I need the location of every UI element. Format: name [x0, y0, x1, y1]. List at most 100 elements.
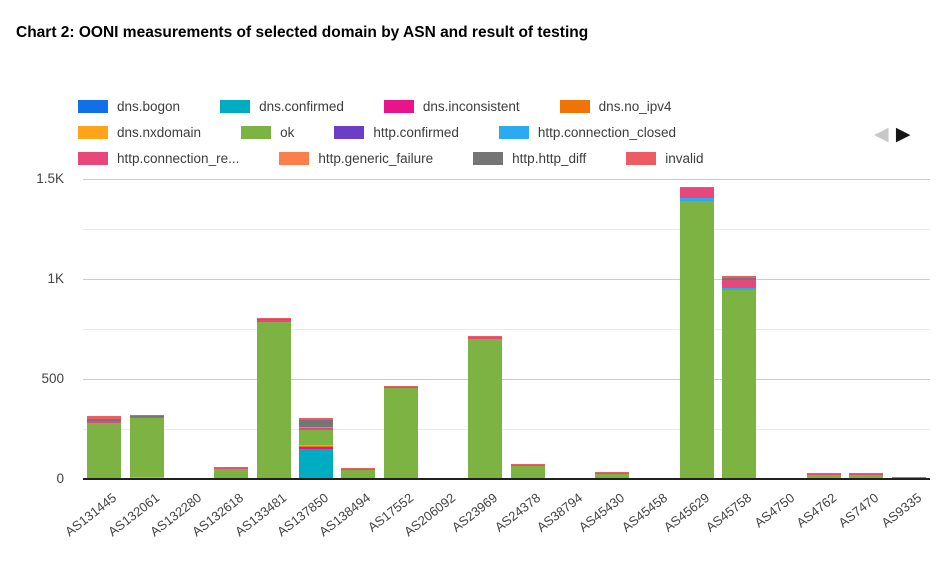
- bar-segment-http.connection_re...-AS24378[interactable]: [510, 465, 545, 466]
- bar-segment-ok-AS7470[interactable]: [849, 475, 884, 479]
- legend-swatch-icon: [78, 99, 108, 113]
- legend-label: http.connection_re...: [117, 150, 240, 166]
- bar-segment-invalid-AS9335[interactable]: [891, 477, 926, 478]
- bar-segment-dns.inconsistent-AS137850[interactable]: [298, 447, 333, 449]
- legend-next-icon[interactable]: ▶: [895, 124, 911, 145]
- legend-item-ok: ok: [241, 125, 294, 140]
- legend-swatch-icon: [279, 151, 310, 165]
- bar-segment-ok-AS131445[interactable]: [87, 423, 122, 479]
- bar-segment-invalid-AS132061[interactable]: [129, 415, 164, 416]
- bar-segment-invalid-AS45629[interactable]: [680, 187, 715, 188]
- bar-segment-http.connection_re...-AS138494[interactable]: [341, 469, 376, 470]
- major-gridline: [83, 179, 930, 180]
- bar-segment-http.connection_re...-AS132618[interactable]: [214, 467, 249, 469]
- bar-segment-http.connection_re...-AS4762[interactable]: [807, 473, 842, 475]
- bar-segment-dns.no_ipv4-AS137850[interactable]: [298, 445, 333, 448]
- legend-label: dns.bogon: [117, 98, 181, 114]
- legend-swatch-icon: [383, 99, 414, 113]
- legend-swatch-icon: [473, 151, 504, 165]
- legend-row: dns.bogon dns.confirmed dns.inconsistent dn…: [78, 97, 744, 115]
- bar-segment-ok-AS17552[interactable]: [383, 388, 418, 479]
- bar-segment-invalid-AS7470[interactable]: [849, 473, 884, 475]
- bar-segment-ok-AS132061[interactable]: [129, 418, 164, 477]
- page-title: Chart 2: OONI measurements of selected d…: [16, 24, 589, 41]
- legend-label: http.confirmed: [373, 124, 459, 140]
- bar-segment-invalid-AS23969[interactable]: [468, 336, 503, 338]
- x-tick-label-AS45758: AS45758: [703, 490, 755, 535]
- bar-segment-http.http_diff-AS137850[interactable]: [298, 419, 333, 427]
- x-tick-label-AS24378: AS24378: [491, 490, 543, 535]
- bar-segment-invalid-AS17552[interactable]: [383, 386, 418, 387]
- bar-segment-http.http_diff-AS138494[interactable]: [341, 468, 376, 469]
- bar-segment-ok-AS45430[interactable]: [595, 473, 630, 479]
- bar-segment-http.http_diff-AS133481[interactable]: [256, 319, 291, 320]
- bar-segment-invalid-AS24378[interactable]: [510, 464, 545, 465]
- legend-item-dns.no_ipv4: dns.no_ipv4: [559, 99, 671, 114]
- y-tick-label: 0: [56, 471, 64, 486]
- bar-segment-ok-AS132618[interactable]: [214, 468, 249, 479]
- legend-item-http.generic_failure: http.generic_failure: [279, 151, 433, 166]
- bar-segment-ok-AS45758[interactable]: [722, 290, 757, 479]
- bar-segment-http.connection_closed-AS45758[interactable]: [722, 288, 757, 290]
- bar-segment-http.connection_re...-AS45758[interactable]: [722, 280, 757, 288]
- legend-item-dns.nxdomain: dns.nxdomain: [78, 125, 201, 140]
- legend-swatch-icon: [241, 125, 272, 139]
- bar-segment-invalid-AS132618[interactable]: [214, 467, 249, 468]
- legend-swatch-icon: [498, 125, 529, 139]
- bar-segment-ok-AS4762[interactable]: [807, 474, 842, 479]
- y-tick-label: 1K: [47, 271, 64, 286]
- bar-segment-http.connection_re...-AS131445[interactable]: [87, 420, 122, 423]
- bar-segment-http.connection_re...-AS23969[interactable]: [468, 337, 503, 339]
- bar-segment-http.connection_re...-AS133481[interactable]: [256, 320, 291, 322]
- bar-segment-dns.nxdomain-AS137850[interactable]: [298, 444, 333, 446]
- legend-label: dns.inconsistent: [422, 98, 520, 114]
- bar-segment-http.connection_re...-AS45430[interactable]: [595, 472, 630, 474]
- bar-segment-invalid-AS45430[interactable]: [595, 472, 630, 473]
- bar-segment-http.http_diff-AS45758[interactable]: [722, 278, 757, 280]
- legend-swatch-icon: [78, 151, 108, 165]
- x-axis-labels: AS131445 AS132061 AS132280 AS132618 AS133481…: [62, 486, 930, 556]
- legend-label: http.connection_closed: [537, 124, 676, 140]
- x-tick-label-AS45430: AS45430: [576, 490, 628, 535]
- x-tick-label-AS9335: AS9335: [878, 490, 925, 531]
- legend-item-http.connection_re...: http.connection_re...: [78, 151, 239, 166]
- legend-swatch-icon: [626, 151, 657, 165]
- x-tick-label-AS7470: AS7470: [836, 490, 882, 531]
- minor-gridline: [83, 329, 930, 330]
- legend-item-http.connection_closed: http.connection_closed: [498, 124, 676, 140]
- bar-segment-http.connection_re...-AS137850[interactable]: [298, 427, 333, 430]
- bar-segment-http.connection_re...-AS132061[interactable]: [129, 417, 164, 418]
- chart-legend: dns.bogon dns.confirmed dns.inconsistent dn…: [78, 97, 744, 175]
- legend-item-http.confirmed: http.confirmed: [334, 125, 459, 140]
- y-tick-label: 1.5K: [36, 171, 64, 186]
- legend-swatch-icon: [559, 99, 590, 113]
- bar-segment-http.connection_re...-AS7470[interactable]: [849, 474, 884, 476]
- bar-segment-ok-AS133481[interactable]: [256, 322, 291, 479]
- bar-segment-invalid-AS131445[interactable]: [87, 416, 122, 419]
- bar-segment-http.http_diff-AS132061[interactable]: [129, 416, 164, 417]
- bar-segment-invalid-AS4762[interactable]: [807, 472, 842, 474]
- legend-label: http.http_diff: [512, 150, 587, 166]
- major-gridline: [83, 379, 930, 380]
- x-tick-label-AS4750: AS4750: [751, 490, 798, 531]
- plot-area: [83, 159, 930, 480]
- legend-swatch-icon: [78, 125, 108, 139]
- bar-segment-http.connection_re...-AS17552[interactable]: [383, 387, 418, 388]
- bar-segment-ok-AS45629[interactable]: [680, 201, 715, 479]
- bar-segment-ok-AS24378[interactable]: [510, 466, 545, 479]
- bar-segment-http.connection_re...-AS45629[interactable]: [680, 188, 715, 198]
- bar-segment-http.http_diff-AS131445[interactable]: [87, 419, 122, 421]
- legend-prev-icon[interactable]: ◀: [874, 124, 889, 145]
- bar-segment-invalid-AS45758[interactable]: [722, 276, 757, 278]
- bar-segment-ok-AS23969[interactable]: [468, 339, 503, 479]
- bar-segment-ok-AS137850[interactable]: [298, 430, 333, 445]
- bar-segment-invalid-AS137850[interactable]: [298, 418, 333, 420]
- bar-segment-http.connection_closed-AS45629[interactable]: [680, 198, 715, 201]
- legend-item-dns.bogon: dns.bogon: [78, 99, 180, 114]
- minor-gridline: [83, 229, 930, 230]
- bar-segment-dns.confirmed-AS137850[interactable]: [298, 449, 333, 479]
- legend-row: http.connection_re... http.generic_failur…: [78, 149, 744, 167]
- bar-segment-invalid-AS133481[interactable]: [256, 318, 291, 319]
- bar-segment-ok-AS138494[interactable]: [341, 470, 376, 479]
- bar-segment-http.generic_failure-AS137850[interactable]: [298, 426, 333, 428]
